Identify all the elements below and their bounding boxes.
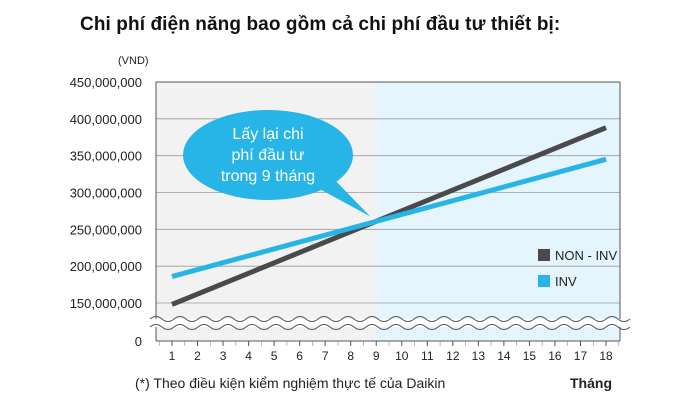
y-tick-label: 400,000,000 bbox=[70, 112, 142, 127]
legend-label: INV bbox=[555, 274, 577, 289]
callout-text-line: phí đầu tư bbox=[232, 147, 305, 164]
x-tick-label: 9 bbox=[373, 349, 380, 363]
axis-break-line bbox=[149, 324, 631, 330]
y-tick-label: 450,000,000 bbox=[70, 75, 142, 90]
chart-title: Chi phí điện năng bao gồm cả chi phí đầu… bbox=[80, 14, 561, 35]
y-tick-label: 200,000,000 bbox=[70, 259, 142, 274]
footnote: (*) Theo điều kiện kiểm nghiệm thực tế c… bbox=[135, 375, 446, 391]
callout-text-line: trong 9 tháng bbox=[221, 168, 315, 185]
x-tick-label: 13 bbox=[472, 349, 486, 363]
legend-swatch bbox=[538, 249, 550, 261]
x-tick-label: 14 bbox=[497, 349, 511, 363]
series-line-inv bbox=[171, 156, 607, 279]
x-tick-label: 6 bbox=[296, 349, 303, 363]
x-tick-label: 5 bbox=[271, 349, 278, 363]
x-tick-label: 16 bbox=[548, 349, 562, 363]
x-tick-label: 12 bbox=[446, 349, 460, 363]
x-tick-label: 11 bbox=[421, 349, 434, 363]
y-tick-label: 150,000,000 bbox=[70, 296, 142, 311]
x-tick-label: 18 bbox=[599, 349, 613, 363]
callout-text-line: Lấy lại chi bbox=[232, 126, 303, 143]
axis-break-band bbox=[152, 319, 624, 327]
x-tick-label: 2 bbox=[194, 349, 201, 363]
x-tick-label: 15 bbox=[523, 349, 537, 363]
x-tick-label: 8 bbox=[347, 349, 354, 363]
axis-break-line bbox=[149, 316, 631, 322]
callout-bubble bbox=[183, 110, 353, 200]
x-axis-label: Tháng bbox=[570, 375, 612, 391]
legend-swatch bbox=[538, 275, 550, 287]
y-axis-unit: (VND) bbox=[118, 55, 149, 67]
y-tick-label: 0 bbox=[135, 334, 142, 349]
x-tick-label: 4 bbox=[245, 349, 252, 363]
y-tick-label: 250,000,000 bbox=[70, 222, 142, 237]
x-tick-label: 10 bbox=[395, 349, 409, 363]
x-tick-label: 7 bbox=[322, 349, 329, 363]
y-tick-label: 350,000,000 bbox=[70, 149, 142, 164]
x-tick-label: 1 bbox=[169, 349, 176, 363]
y-tick-label: 300,000,000 bbox=[70, 186, 142, 201]
x-tick-label: 17 bbox=[574, 349, 588, 363]
legend-label: NON - INV bbox=[555, 248, 617, 263]
x-tick-label: 3 bbox=[220, 349, 227, 363]
